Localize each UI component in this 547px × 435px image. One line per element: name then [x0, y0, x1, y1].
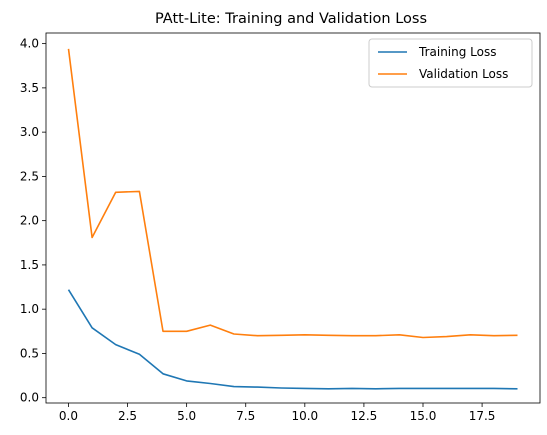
x-tick-label: 15.0	[410, 409, 437, 423]
x-tick-label: 12.5	[351, 409, 378, 423]
legend-label: Validation Loss	[419, 67, 508, 81]
x-tick-label: 2.5	[118, 409, 137, 423]
y-tick-label: 2.0	[20, 214, 39, 228]
y-tick-label: 4.0	[20, 37, 39, 51]
y-tick-label: 0.5	[20, 346, 39, 360]
x-tick-label: 17.5	[469, 409, 496, 423]
legend-box	[368, 38, 533, 88]
x-tick-label: 10.0	[291, 409, 318, 423]
y-tick-label: 0.0	[20, 391, 39, 405]
axes: 0.0 2.5 5.0 7.5 10.0 12.5 15.0 17.5 0.0 0.5 1.0 1.5…	[20, 37, 496, 423]
x-tick-label: 7.5	[236, 409, 255, 423]
y-tick-label: 3.5	[20, 81, 39, 95]
y-tick-label: 1.5	[20, 258, 39, 272]
series-line-validation-loss	[67, 48, 518, 339]
legend: Training Loss Validation Loss	[368, 38, 533, 88]
y-tick-label: 3.0	[20, 125, 39, 139]
y-tick-label: 2.5	[20, 169, 39, 183]
chart-title: PAtt-Lite: Training and Validation Loss	[155, 11, 427, 27]
x-tick-label: 5.0	[177, 409, 196, 423]
x-tick-label: 0.0	[59, 409, 78, 423]
plot-frame	[45, 32, 541, 404]
legend-label: Training Loss	[418, 45, 496, 59]
y-tick-label: 1.0	[20, 302, 39, 316]
series-line-training-loss	[67, 289, 518, 390]
plot-lines	[67, 48, 518, 390]
